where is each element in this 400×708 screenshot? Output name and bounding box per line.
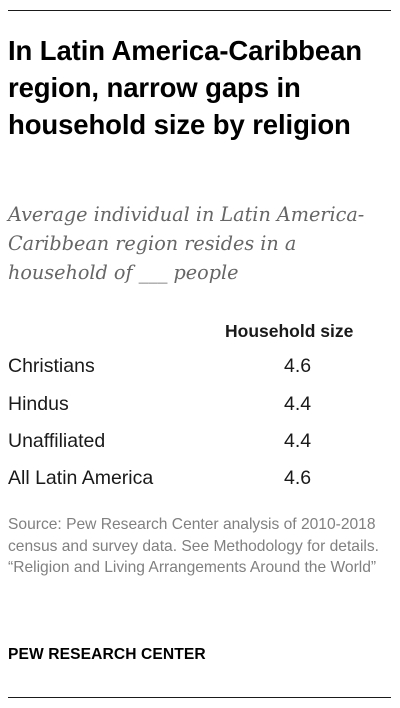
row-label: Unaffiliated [8, 430, 106, 452]
report-title: “Religion and Living Arrangements Around… [8, 559, 377, 576]
row-label: Hindus [8, 393, 69, 415]
table-row-unaffiliated: Unaffiliated 4.4 [0, 430, 400, 458]
row-value: 4.6 [284, 355, 312, 377]
row-label: Christians [8, 355, 95, 377]
top-rule [8, 10, 391, 11]
bottom-rule [8, 697, 391, 698]
table-row-hindus: Hindus 4.4 [0, 393, 400, 421]
chart-subtitle: Average individual in Latin America-Cari… [8, 203, 365, 284]
org-credit: PEW RESEARCH CENTER [8, 646, 206, 663]
row-label: All Latin America [8, 467, 154, 489]
row-value: 4.4 [284, 393, 312, 415]
table-row-christians: Christians 4.6 [0, 355, 400, 383]
row-value: 4.4 [284, 430, 312, 452]
table-row-all-latin-america: All Latin America 4.6 [0, 467, 400, 495]
chart-title: In Latin America-Caribbean region, narro… [8, 35, 362, 140]
source-note: Source: Pew Research Center analysis of … [8, 514, 392, 579]
row-value: 4.6 [284, 467, 312, 489]
source-text: Source: Pew Research Center analysis of … [8, 516, 380, 555]
column-header-household-size: Household size [225, 321, 354, 341]
